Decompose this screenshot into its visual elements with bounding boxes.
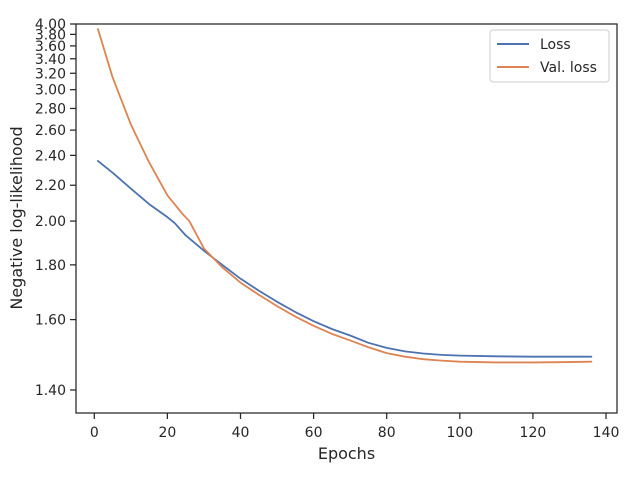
y-tick-label: 3.40 bbox=[35, 52, 66, 68]
x-tick-label: 60 bbox=[305, 425, 323, 441]
legend-label-val-loss: Val. loss bbox=[540, 60, 597, 76]
y-tick-label: 1.80 bbox=[35, 258, 66, 274]
y-tick-label: 3.60 bbox=[35, 39, 66, 55]
y-tick-label: 2.80 bbox=[35, 101, 66, 117]
x-tick-label: 140 bbox=[593, 425, 620, 441]
series-lines bbox=[97, 28, 593, 364]
y-axis-label: Negative log-likelihood bbox=[7, 126, 26, 309]
y-axis-ticks: 1.40 1.60 1.80 2.00 2.20 2.40 2.60 2.80 3.003.20… bbox=[35, 17, 76, 399]
y-tick-label: 2.40 bbox=[35, 148, 66, 164]
series-line-loss bbox=[97, 160, 593, 358]
y-tick-label: 3.00 bbox=[35, 83, 66, 99]
y-tick-label: 2.00 bbox=[35, 214, 66, 230]
x-axis-label: Epochs bbox=[318, 444, 375, 463]
y-tick-label: 2.60 bbox=[35, 123, 66, 139]
plot-frame bbox=[75, 23, 618, 414]
x-tick-label: 100 bbox=[446, 425, 473, 441]
y-tick-label: 3.20 bbox=[35, 66, 66, 82]
plot-area bbox=[75, 23, 618, 414]
x-axis-ticks: 0 20 40 60 80 100 120 140 bbox=[90, 413, 620, 441]
y-tick-label: 1.60 bbox=[35, 313, 66, 329]
x-tick-label: 80 bbox=[378, 425, 396, 441]
x-tick-label: 0 bbox=[90, 425, 99, 441]
y-tick-label: 3.80 bbox=[35, 27, 66, 43]
x-tick-label: 120 bbox=[520, 425, 547, 441]
x-tick-label: 40 bbox=[232, 425, 250, 441]
y-tick-label: 2.20 bbox=[35, 178, 66, 194]
legend-label-loss: Loss bbox=[540, 37, 571, 53]
series-line-val-loss bbox=[97, 28, 593, 364]
legend: Loss Val. loss bbox=[489, 29, 610, 83]
x-tick-label: 20 bbox=[158, 425, 176, 441]
y-tick-label: 1.40 bbox=[35, 383, 66, 399]
y-tick-label: 4.00 bbox=[35, 17, 66, 33]
